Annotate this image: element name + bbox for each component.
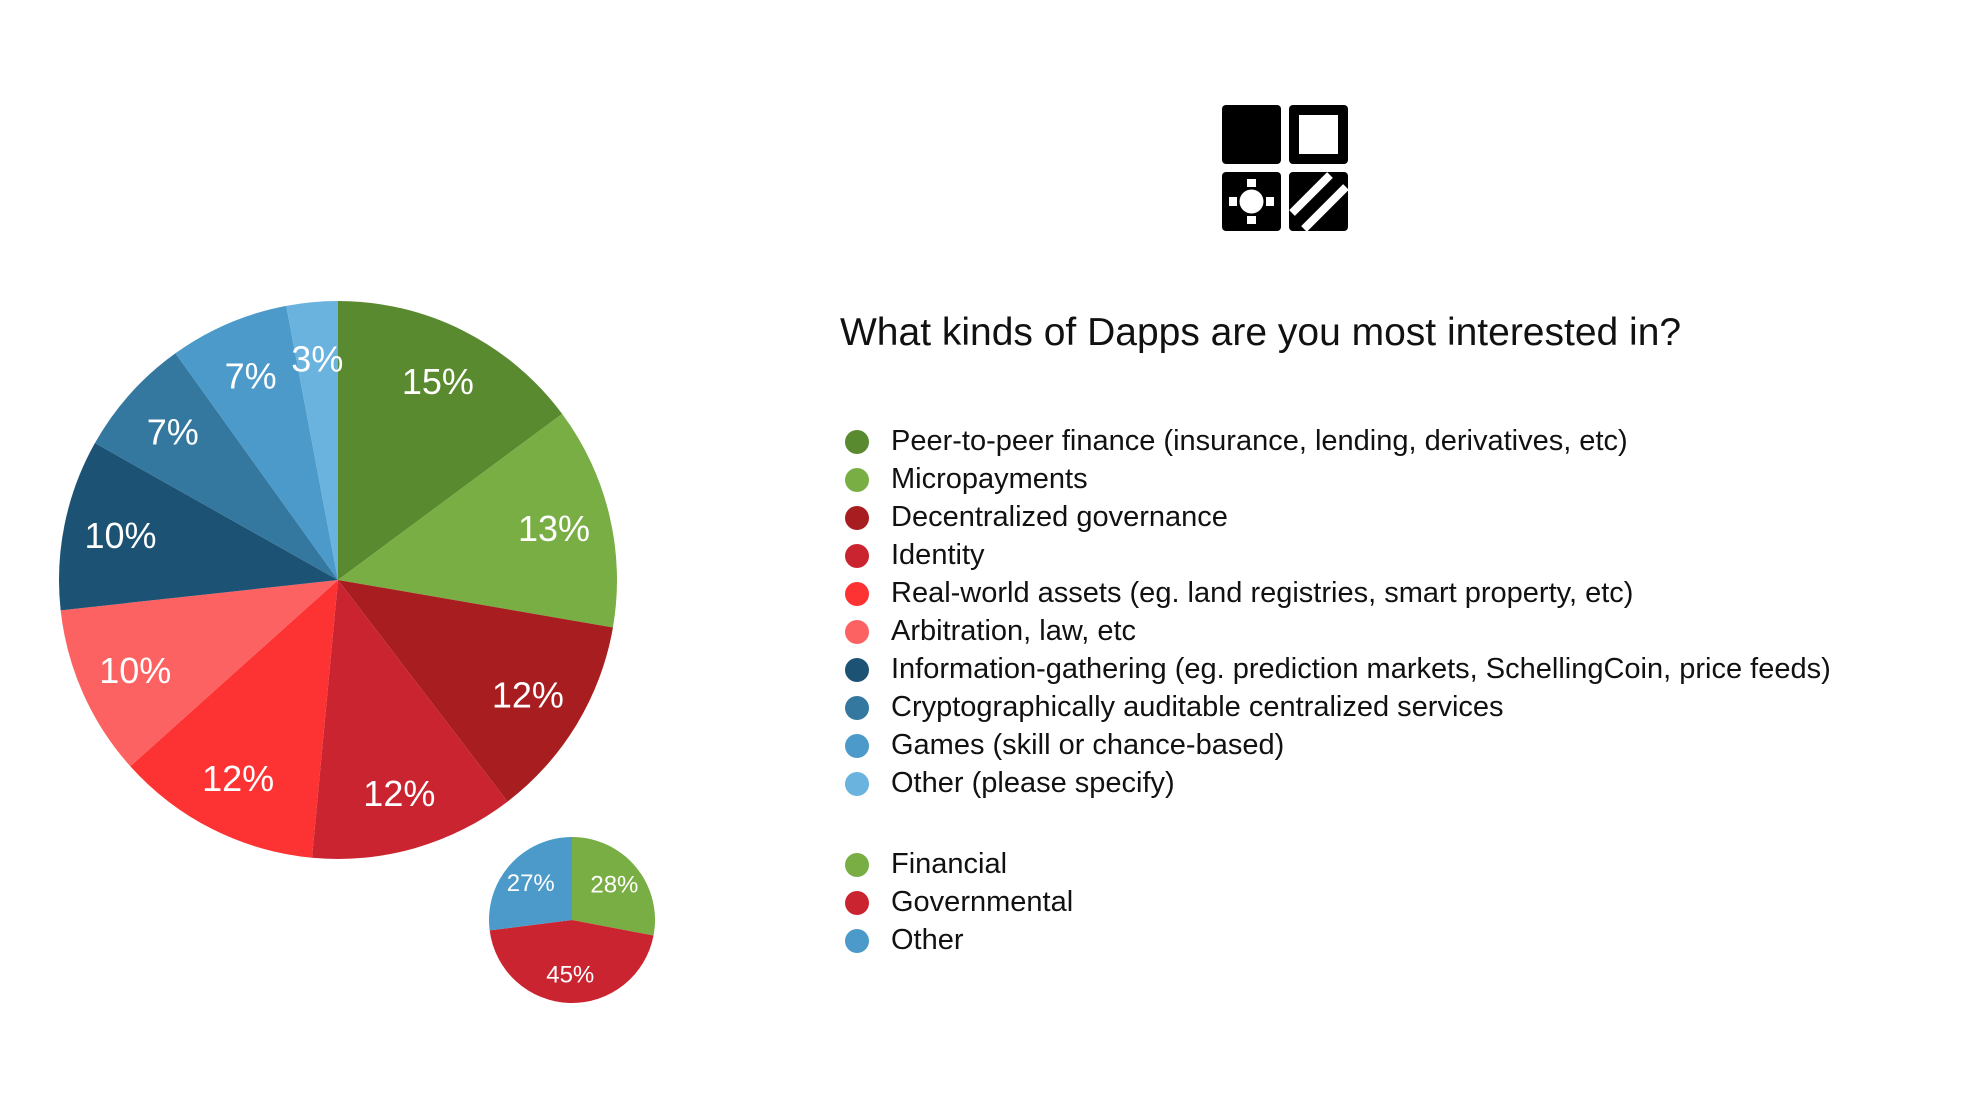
group-pie-slice-label: 28% (590, 871, 638, 898)
main-pie-slice-label: 7% (225, 355, 277, 396)
main-pie-slice-label: 7% (147, 411, 199, 452)
legend-label: Peer-to-peer finance (insurance, lending… (891, 425, 1628, 457)
legend-swatch (845, 772, 869, 796)
legend-swatch (845, 468, 869, 492)
main-pie-slice-label: 15% (402, 361, 474, 402)
legend-swatch (845, 430, 869, 454)
legend-label: Cryptographically auditable centralized … (891, 691, 1504, 723)
legend-label: Information-gathering (eg. prediction ma… (891, 653, 1831, 685)
legend-item: Peer-to-peer finance (insurance, lending… (845, 422, 1831, 460)
legend-swatch (845, 506, 869, 530)
legend-item: Information-gathering (eg. prediction ma… (845, 650, 1831, 688)
legend-item: Micropayments (845, 460, 1831, 498)
legend-label: Arbitration, law, etc (891, 615, 1136, 647)
main-pie-chart: 15% 13% 12% 12% 12% 10% 10% 7% 7% 3% (59, 301, 617, 859)
legend-label: Other (891, 924, 964, 956)
main-pie-slice-label: 12% (492, 674, 564, 715)
main-pie-slice-label: 3% (291, 338, 343, 379)
main-pie-slice-label: 12% (202, 758, 274, 799)
legend-item: Financial (845, 845, 1073, 883)
main-legend: Peer-to-peer finance (insurance, lending… (845, 422, 1831, 802)
legend-item: Real-world assets (eg. land registries, … (845, 574, 1831, 612)
main-pie-slice-label: 10% (99, 650, 171, 691)
legend-swatch (845, 582, 869, 606)
legend-label: Governmental (891, 886, 1073, 918)
legend-label: Other (please specify) (891, 767, 1175, 799)
main-pie-slice-label: 13% (518, 508, 590, 549)
legend-label: Financial (891, 848, 1007, 880)
legend-item: Decentralized governance (845, 498, 1831, 536)
category-group-pie-chart: 28% 45% 27% (489, 837, 655, 1003)
main-pie-slice-label: 10% (84, 515, 156, 556)
legend-label: Identity (891, 539, 985, 571)
legend-item: Other (845, 921, 1073, 959)
legend-item: Cryptographically auditable centralized … (845, 688, 1831, 726)
legend-swatch (845, 734, 869, 758)
legend-label: Real-world assets (eg. land registries, … (891, 577, 1633, 609)
legend-swatch (845, 891, 869, 915)
legend-label: Decentralized governance (891, 501, 1228, 533)
main-pie-slice-label: 12% (363, 773, 435, 814)
pie-charts: 15% 13% 12% 12% 12% 10% 10% 7% 7% 3% 28% 45% 27% (0, 0, 760, 1102)
legend-swatch (845, 696, 869, 720)
legend-swatch (845, 544, 869, 568)
legend-swatch (845, 929, 869, 953)
legend-item: Games (skill or chance-based) (845, 726, 1831, 764)
legend-swatch (845, 853, 869, 877)
chart-title: What kinds of Dapps are you most interes… (840, 308, 1681, 358)
group-pie-slice-label: 45% (546, 961, 594, 988)
legend-label: Micropayments (891, 463, 1088, 495)
legend-item: Governmental (845, 883, 1073, 921)
dapp-grid-logo-icon (1222, 105, 1348, 231)
legend-item: Arbitration, law, etc (845, 612, 1831, 650)
legend-item: Identity (845, 536, 1831, 574)
legend-swatch (845, 658, 869, 682)
group-pie-slice-label: 27% (507, 870, 555, 897)
legend-label: Games (skill or chance-based) (891, 729, 1284, 761)
group-legend: Financial Governmental Other (845, 845, 1073, 959)
legend-item: Other (please specify) (845, 764, 1831, 802)
legend-swatch (845, 620, 869, 644)
